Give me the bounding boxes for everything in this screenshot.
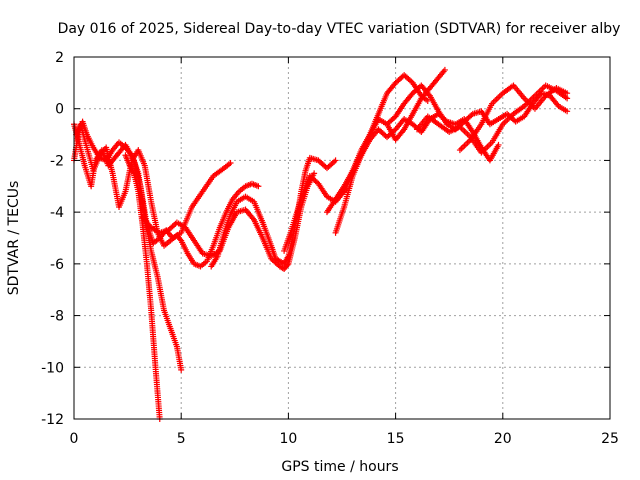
data-point: [311, 170, 318, 177]
y-tick-label: -12: [41, 412, 64, 428]
series-track-4: [122, 152, 163, 422]
x-tick-label: 5: [177, 431, 186, 447]
y-tick-label: -4: [50, 205, 64, 221]
data-point: [178, 366, 185, 373]
data-point: [255, 183, 262, 190]
series-track-10: [384, 82, 571, 133]
y-tick-label: -2: [50, 153, 64, 169]
plot-frame: [73, 56, 611, 420]
x-tick-label: 15: [387, 431, 405, 447]
x-axis-label: GPS time / hours: [281, 459, 398, 475]
data-points: [71, 66, 571, 422]
y-tick-label: -6: [50, 257, 64, 273]
x-tick-label: 10: [279, 431, 297, 447]
y-tick-label: -8: [50, 309, 64, 325]
series-track-6: [208, 154, 339, 270]
x-tick-label: 20: [494, 431, 512, 447]
y-axis-label: SDTVAR / TECUs: [6, 181, 22, 296]
axes: 0 5 10 15 20 25 -12 -10 -8 -6 -4 -2 0 2: [41, 50, 619, 447]
data-point: [332, 157, 339, 164]
series-track-12: [456, 82, 571, 154]
series-track-9: [332, 110, 502, 236]
data-point: [227, 160, 234, 167]
x-tick-label: 0: [70, 431, 79, 447]
data-point: [564, 108, 571, 115]
y-tick-label: 0: [55, 102, 64, 118]
chart-title: Day 016 of 2025, Sidereal Day-to-day VTE…: [58, 21, 621, 37]
data-point: [441, 66, 448, 73]
data-point: [424, 97, 431, 104]
x-tick-label: 25: [601, 431, 619, 447]
data-point: [564, 90, 571, 97]
data-point: [564, 95, 571, 102]
data-point: [495, 141, 502, 148]
y-tick-label: 2: [55, 50, 64, 66]
data-point: [177, 236, 184, 243]
y-tick-label: -10: [41, 360, 64, 376]
